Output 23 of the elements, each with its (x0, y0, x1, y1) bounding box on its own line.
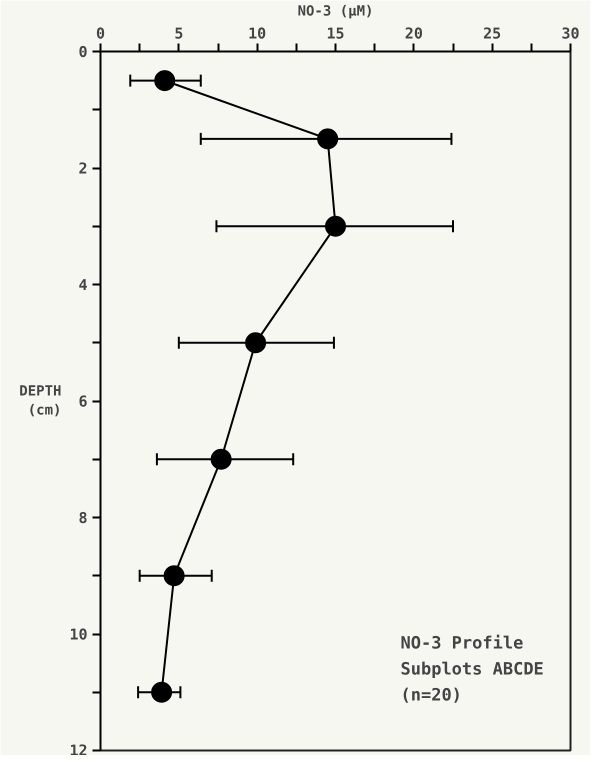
point (154, 70, 176, 92)
y-tick-label: 4 (78, 276, 88, 294)
point (317, 128, 338, 150)
x-tick-label: 20 (404, 24, 423, 42)
annotation: NO-3 Profile Subplots ABCDE (n=20) (400, 634, 544, 706)
y-tick-label: 2 (78, 160, 88, 178)
y-tick-label: 8 (78, 509, 88, 527)
x-tick-label: 15 (326, 24, 345, 42)
x-tick-label: 0 (96, 24, 106, 42)
point (245, 332, 266, 354)
x-tick-label: 5 (174, 24, 184, 42)
y-axis-title: DEPTH (cm) (19, 383, 62, 419)
x-tick-label: 30 (561, 24, 580, 42)
point (210, 448, 232, 470)
point (151, 682, 172, 703)
point (325, 216, 346, 237)
x-tick-label: 10 (248, 24, 266, 42)
y-tick-label: 0 (78, 43, 88, 61)
x-axis-title: NO-3 (µM) (298, 4, 374, 20)
y-tick-label: 6 (78, 392, 88, 410)
x-tick-label: 25 (483, 24, 502, 42)
point (164, 565, 185, 586)
y-tick-label: 10 (69, 626, 88, 644)
